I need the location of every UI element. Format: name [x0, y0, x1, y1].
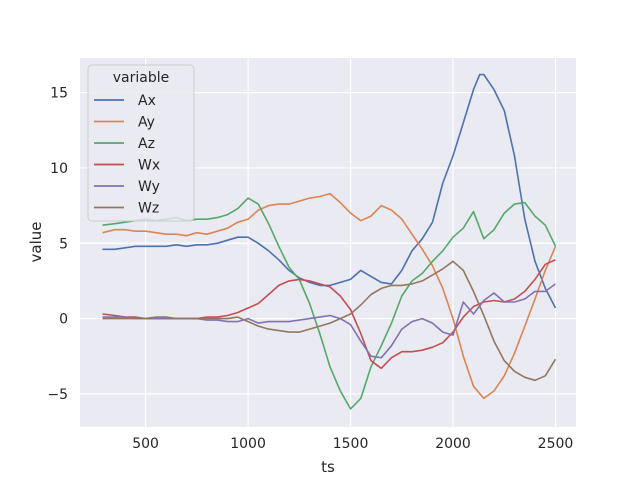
x-tick-label: 2500 — [538, 436, 574, 452]
legend-label-ax: Ax — [138, 93, 156, 109]
series-line-ax — [102, 73, 557, 309]
legend-label-wx: Wx — [138, 158, 160, 174]
legend-label-wz: Wz — [138, 201, 159, 217]
series-line-ay — [102, 192, 557, 400]
legend: variable Ax Ay Az Wx Wy Wz — [87, 64, 195, 222]
x-tick-label: 1500 — [333, 436, 369, 452]
y-tick-label: 0 — [59, 312, 68, 328]
legend-title: variable — [113, 70, 169, 86]
x-axis-label: ts — [321, 458, 335, 476]
series-line-wz — [102, 260, 557, 382]
x-tick-label: 500 — [132, 436, 159, 452]
y-tick-labels: −5 0 5 10 15 — [47, 86, 68, 403]
y-tick-label: 10 — [50, 161, 68, 177]
legend-box — [87, 64, 195, 222]
x-tick-labels: 500 1000 1500 2000 2500 — [132, 436, 573, 452]
y-tick-label: 5 — [59, 236, 68, 252]
y-tick-label: 15 — [50, 86, 68, 102]
y-axis-label: value — [27, 222, 45, 263]
x-tick-label: 1000 — [230, 436, 266, 452]
legend-items: Ax Ay Az Wx Wy Wz — [94, 93, 160, 217]
legend-label-ay: Ay — [138, 115, 155, 131]
legend-label-az: Az — [138, 136, 155, 152]
y-tick-label: −5 — [47, 387, 68, 403]
x-tick-label: 2000 — [435, 436, 471, 452]
legend-label-wy: Wy — [138, 179, 160, 195]
series-lines — [102, 73, 557, 410]
